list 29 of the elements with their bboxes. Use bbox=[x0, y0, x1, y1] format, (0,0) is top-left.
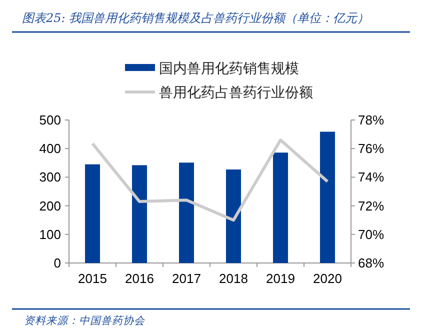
y2-tick-label: 70% bbox=[358, 226, 384, 242]
y-tick-label: 0 bbox=[54, 256, 61, 270]
y-tick-label: 200 bbox=[39, 198, 61, 214]
y2-tick-label: 72% bbox=[358, 198, 384, 214]
x-tick-label: 2015 bbox=[78, 271, 107, 286]
bar bbox=[85, 164, 100, 263]
y-tick-label: 400 bbox=[39, 141, 61, 156]
legend-label: 兽用化药占兽药行业份额 bbox=[159, 84, 313, 100]
x-tick-label: 2016 bbox=[125, 271, 154, 286]
x-tick-label: 2020 bbox=[313, 271, 342, 286]
x-tick-label: 2017 bbox=[172, 271, 201, 286]
bar bbox=[320, 132, 335, 263]
bar bbox=[273, 152, 288, 263]
bar bbox=[226, 169, 241, 263]
line-series bbox=[91, 138, 329, 222]
y-tick-label: 500 bbox=[39, 112, 61, 128]
bar bbox=[132, 165, 147, 263]
y2-tick-label: 68% bbox=[358, 256, 384, 270]
bar bbox=[179, 162, 194, 263]
y2-tick-label: 78% bbox=[358, 112, 384, 128]
y2-tick-label: 76% bbox=[358, 141, 384, 156]
legend-label: 国内兽用化药销售规模 bbox=[159, 60, 299, 76]
x-tick-label: 2019 bbox=[266, 271, 295, 286]
text: 资料来源：中国兽药协会 bbox=[24, 315, 146, 327]
y-tick-label: 300 bbox=[39, 170, 61, 185]
x-tick-label: 2018 bbox=[219, 271, 248, 286]
y-tick-label: 100 bbox=[39, 226, 61, 242]
y2-tick-label: 74% bbox=[358, 170, 384, 185]
chart-title: 图表25: 我国兽用化药销售规模及占兽药行业份额（单位：亿元） bbox=[22, 11, 370, 25]
